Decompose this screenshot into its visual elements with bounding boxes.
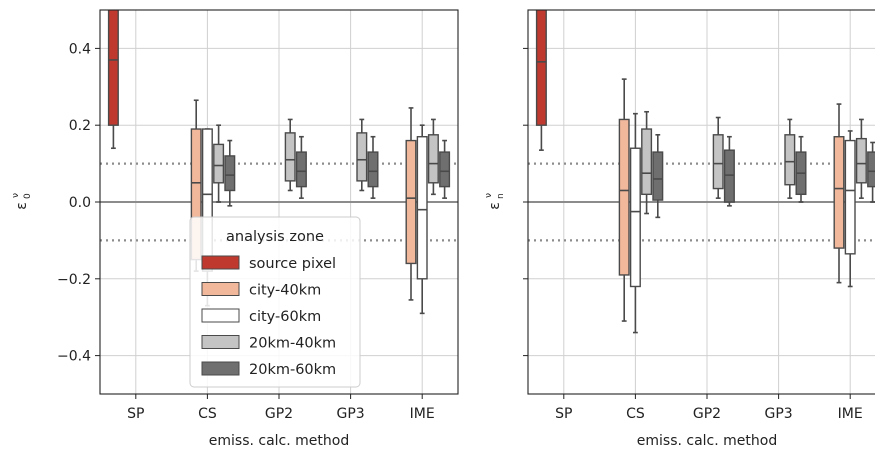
y-axis-label-symbol: ε	[14, 202, 30, 210]
box-20km-40km-GP3	[356, 118, 368, 192]
box-iqr	[284, 132, 296, 182]
box-city-40km-IME	[833, 103, 845, 284]
x-axis-label: emiss. calc. method	[637, 433, 777, 449]
boxes	[535, 10, 875, 334]
y-tick-label: 0.0	[69, 195, 91, 211]
legend-swatch	[201, 335, 240, 349]
box-iqr	[295, 151, 307, 188]
box-iqr	[367, 151, 379, 188]
box-iqr	[535, 10, 547, 126]
box-city-40km-CS	[618, 78, 630, 322]
box-source-pixel-SP	[107, 10, 119, 150]
y-axis-label: εν n	[484, 193, 506, 210]
legend-label: city-60km	[249, 309, 321, 325]
legend: analysis zone source pixel city-40km city-6…	[189, 216, 361, 388]
box-iqr	[833, 136, 845, 249]
box-20km-60km-GP3	[367, 135, 379, 199]
box-iqr	[224, 155, 236, 192]
legend-label: 20km-40km	[249, 336, 336, 352]
box-iqr	[844, 139, 856, 255]
box-iqr	[427, 134, 439, 184]
box-iqr	[405, 139, 417, 265]
box-iqr	[416, 136, 428, 280]
x-tick-label: GP3	[764, 406, 792, 422]
box-20km-60km-CS	[224, 139, 236, 207]
box-20km-40km-IME	[427, 118, 439, 196]
box-20km-60km-CS	[652, 134, 664, 219]
y-tick-label: −0.4	[57, 349, 91, 365]
box-iqr	[107, 10, 119, 126]
box-iqr	[356, 132, 368, 182]
boxes	[107, 10, 451, 315]
y-axis-label-sub: 0	[23, 193, 33, 199]
box-20km-40km-GP2	[284, 118, 296, 192]
box-20km-60km-GP2	[723, 135, 735, 207]
legend-label: city-40km	[249, 283, 321, 299]
box-iqr	[855, 137, 867, 184]
x-axis-label: emiss. calc. method	[209, 433, 349, 449]
x-tick-label: SP	[127, 406, 144, 422]
y-tick-label: −0.2	[57, 272, 91, 288]
box-city-60km-IME	[844, 130, 856, 288]
box-iqr	[867, 151, 875, 188]
box-iqr	[712, 134, 724, 190]
y-axis-label-sup: ν	[11, 193, 21, 198]
legend-swatch	[201, 282, 240, 296]
box-20km-60km-IME	[867, 141, 875, 203]
y-axis-label-sup: ν	[484, 193, 494, 198]
x-tick-label: SP	[555, 406, 572, 422]
legend-label: 20km-60km	[249, 362, 336, 378]
y-tick-label: 0.4	[69, 41, 91, 57]
legend-swatch	[201, 255, 240, 270]
box-source-pixel-SP	[535, 10, 547, 151]
box-20km-40km-IME	[855, 118, 867, 199]
legend-swatch	[201, 308, 240, 323]
y-axis-label: εν 0	[11, 193, 33, 210]
legend-label: source pixel	[249, 256, 336, 272]
x-tick-label: CS	[198, 406, 217, 422]
box-20km-40km-GP2	[712, 116, 724, 199]
box-20km-40km-GP3	[784, 118, 796, 199]
box-iqr	[213, 143, 225, 184]
y-axis-label-symbol: ε	[487, 202, 503, 210]
box-20km-60km-GP2	[295, 135, 307, 199]
box-iqr	[618, 118, 630, 276]
box-iqr	[723, 149, 735, 203]
box-iqr	[784, 134, 796, 186]
panel-2: SP CS GP2 GP3 IME emiss. calc. method εν n	[484, 9, 875, 449]
x-tick-label: IME	[410, 406, 435, 422]
box-20km-60km-GP3	[795, 135, 807, 203]
box-iqr	[652, 151, 664, 201]
y-axis-label-sub: n	[496, 193, 506, 199]
y-tick-label: 0.2	[69, 118, 91, 134]
box-city-40km-IME	[405, 107, 417, 301]
x-tick-label: GP3	[336, 406, 364, 422]
x-tick-label: CS	[626, 406, 645, 422]
legend-swatch	[201, 361, 240, 376]
x-tick-label: GP2	[693, 406, 721, 422]
legend-title: analysis zone	[226, 229, 324, 245]
box-iqr	[629, 147, 641, 288]
box-iqr	[439, 151, 451, 188]
box-city-60km-CS	[629, 112, 641, 334]
x-tick-label: GP2	[265, 406, 293, 422]
box-iqr	[641, 128, 653, 196]
panel-1: 0.4 0.2 0.0 −0.2 −0.4 SP CS GP2 GP3 IME emiss. cal…	[11, 9, 459, 449]
x-tick-label: IME	[838, 406, 863, 422]
box-20km-40km-CS	[641, 110, 653, 215]
box-20km-60km-IME	[439, 139, 451, 199]
box-20km-40km-CS	[213, 124, 225, 203]
box-city-60km-IME	[416, 124, 428, 315]
